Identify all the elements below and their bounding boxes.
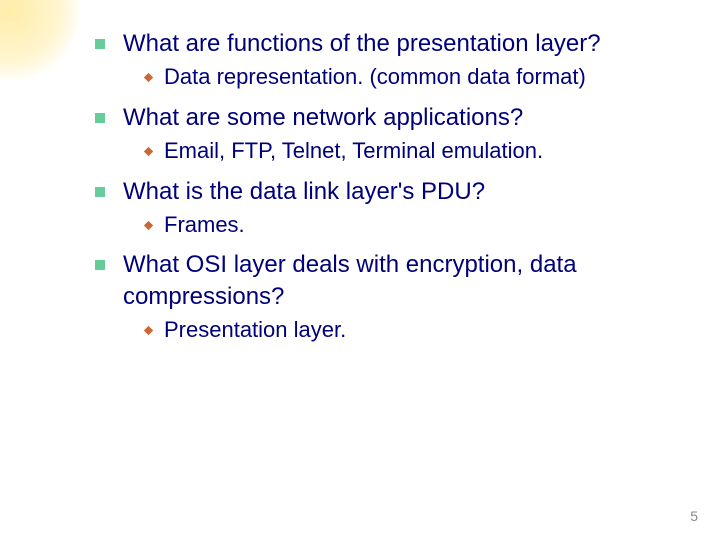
question-text: What are some network applications? [123,102,523,133]
question-text: What OSI layer deals with encryption, da… [123,249,690,311]
sub-item: Presentation layer. [143,316,690,345]
answer-text: Presentation layer. [164,316,346,345]
corner-accent [0,0,80,80]
diamond-bullet-icon [143,146,154,157]
list-item: What OSI layer deals with encryption, da… [95,249,690,311]
question-text: What is the data link layer's PDU? [123,176,485,207]
diamond-bullet-icon [143,72,154,83]
sub-item: Data representation. (common data format… [143,63,690,92]
square-bullet-icon [95,187,105,197]
sub-item: Frames. [143,211,690,240]
answer-text: Frames. [164,211,245,240]
page-number: 5 [690,508,698,524]
answer-text: Email, FTP, Telnet, Terminal emulation. [164,137,543,166]
slide-content: What are functions of the presentation l… [95,28,690,354]
diamond-bullet-icon [143,220,154,231]
diamond-bullet-icon [143,325,154,336]
question-text: What are functions of the presentation l… [123,28,601,59]
list-item: What is the data link layer's PDU? [95,176,690,207]
sub-item: Email, FTP, Telnet, Terminal emulation. [143,137,690,166]
square-bullet-icon [95,260,105,270]
list-item: What are functions of the presentation l… [95,28,690,59]
list-item: What are some network applications? [95,102,690,133]
square-bullet-icon [95,113,105,123]
answer-text: Data representation. (common data format… [164,63,586,92]
square-bullet-icon [95,39,105,49]
